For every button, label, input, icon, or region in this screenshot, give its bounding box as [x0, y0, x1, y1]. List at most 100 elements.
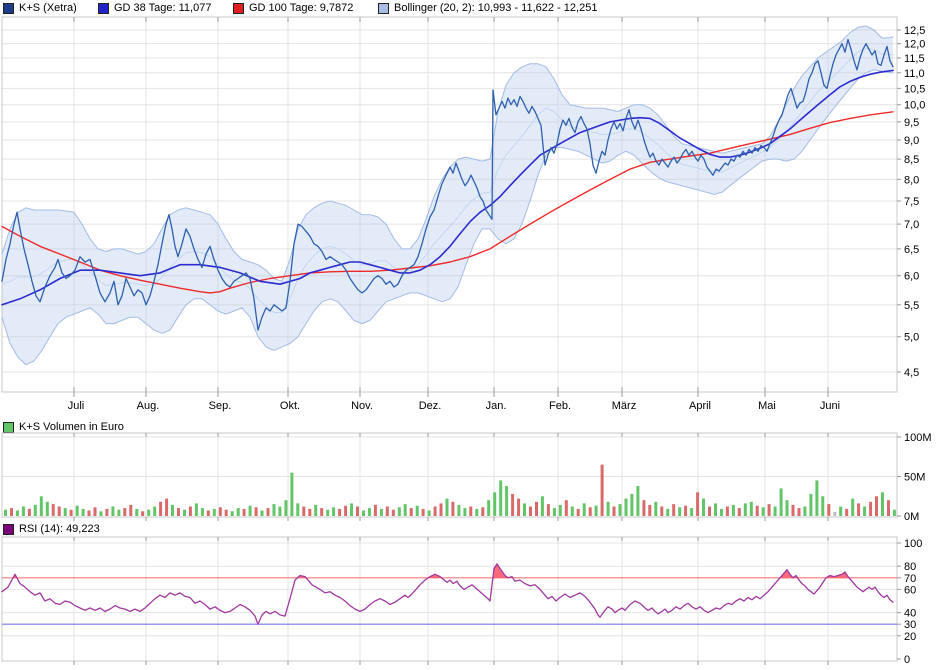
- volume-bar: [230, 511, 234, 516]
- price-axis-label: 6,5: [904, 244, 919, 256]
- volume-bar: [708, 506, 711, 516]
- legend-label-gd100: GD 100 Tage: 9,7872: [249, 2, 354, 14]
- volume-bar: [332, 507, 336, 516]
- price-line: [1, 38, 894, 331]
- volume-bar: [779, 488, 783, 516]
- month-axis-label: Jan.: [486, 400, 507, 412]
- main-price-panel: 12,5 12,0 11,5 11,0 10,5 10,0 9,5 9,0 8,5 8,0 7,5 7…: [1, 16, 925, 412]
- volume-bar: [642, 500, 646, 516]
- volume-bar: [385, 506, 389, 516]
- volume-bar: [881, 492, 884, 516]
- volume-bar: [206, 510, 210, 516]
- price-axis-label: 11,0: [904, 68, 925, 80]
- bollinger-series-swatch-icon: [378, 2, 389, 14]
- price-axis-label: 12,0: [904, 39, 925, 51]
- volume-bar: [129, 504, 133, 516]
- volume-bar: [564, 500, 568, 516]
- volume-bar: [111, 506, 115, 516]
- volume-bar: [493, 492, 497, 516]
- legend-label-bollinger: Bollinger (20, 2): 10,993 - 11,622 - 12,…: [394, 2, 598, 14]
- volume-bar: [326, 509, 330, 516]
- volume-bar: [725, 506, 729, 516]
- volume-bar: [433, 506, 437, 516]
- volume-bar: [302, 506, 306, 516]
- volume-bar: [475, 508, 479, 516]
- legend-item-bollinger: Bollinger (20, 2): 10,993 - 11,622 - 12,…: [378, 2, 597, 14]
- main-plot-area[interactable]: [1, 16, 898, 393]
- volume-bar: [767, 504, 771, 516]
- volume-bar: [242, 508, 246, 516]
- volume-bar: [451, 501, 455, 516]
- month-axis-label: Sep.: [209, 400, 232, 412]
- month-axis-label: Aug.: [137, 400, 160, 412]
- volume-bar: [463, 508, 467, 516]
- volume-bar: [719, 508, 723, 516]
- legend-item-price: K+S (Xetra): [3, 2, 77, 14]
- volume-bar: [415, 505, 419, 516]
- volume-bar: [869, 501, 873, 516]
- volume-bar: [21, 506, 25, 516]
- volume-bar: [362, 510, 365, 516]
- volume-bar: [367, 508, 371, 516]
- volume-bar: [827, 504, 831, 516]
- rsi-axis-label: 100: [904, 538, 922, 550]
- legend-label-gd38: GD 38 Tage: 11,077: [114, 2, 212, 14]
- volume-bar: [290, 472, 294, 517]
- volume-bar: [857, 503, 861, 516]
- volume-bar: [803, 506, 807, 516]
- rsi-plot-area[interactable]: [1, 536, 898, 662]
- volume-bar: [558, 504, 562, 516]
- volume-bar: [517, 498, 521, 516]
- price-axis-label: 9,5: [904, 117, 919, 129]
- volume-bar: [141, 511, 145, 516]
- volume-bar: [373, 504, 377, 516]
- volume-bar: [314, 504, 318, 516]
- volume-bar: [773, 506, 777, 516]
- month-axis-label: Dez.: [419, 400, 442, 412]
- volume-bar: [33, 504, 37, 516]
- month-axis-label: April: [689, 400, 711, 412]
- volume-axis-label: 100M: [904, 432, 932, 444]
- volume-bar: [194, 503, 198, 516]
- month-axis-label: Juni: [820, 400, 840, 412]
- price-axis-label: 11,5: [904, 53, 925, 65]
- volume-bar: [469, 506, 473, 516]
- volume-bar: [99, 511, 103, 516]
- price-axis-label: 9,0: [904, 135, 919, 147]
- volume-bar: [785, 500, 789, 516]
- price-axis-label: 7,5: [904, 196, 919, 208]
- month-axis-label: Mai: [758, 400, 776, 412]
- volume-bar: [177, 508, 180, 516]
- price-axis-label: 6,0: [904, 271, 919, 283]
- volume-bar: [278, 506, 282, 516]
- volume-axis-label: 0M: [904, 511, 919, 523]
- legend-item-volume: K+S Volumen in Euro: [3, 421, 124, 433]
- volume-bar: [499, 480, 503, 516]
- rsi-series-swatch-icon: [3, 523, 14, 535]
- volume-bar: [200, 508, 204, 516]
- rsi-axis-label: 60: [904, 584, 916, 596]
- volume-bar: [27, 508, 31, 516]
- volume-bar: [648, 504, 652, 516]
- volume-bar: [284, 500, 288, 516]
- rsi-overbought-fill: [428, 574, 442, 578]
- volume-bar: [212, 508, 216, 516]
- gd38-line: [1, 69, 894, 306]
- rsi-axis-label: 0: [904, 654, 910, 666]
- volume-plot-area[interactable]: [1, 432, 898, 518]
- volume-bar: [45, 501, 49, 516]
- volume-series-swatch-icon: [3, 421, 14, 433]
- volume-bar: [188, 506, 192, 516]
- volume-bar: [105, 508, 109, 516]
- volume-bar: [75, 505, 79, 516]
- volume-bar: [702, 498, 705, 516]
- price-axis-label: 8,0: [904, 174, 919, 186]
- bollinger-middle-line: [1, 48, 894, 313]
- volume-bar: [582, 503, 586, 516]
- volume-bar: [409, 508, 413, 516]
- rsi-axis-label: 80: [904, 561, 916, 573]
- volume-bar: [135, 508, 139, 516]
- price-axis-label: 8,5: [904, 154, 919, 166]
- volume-bar: [690, 508, 694, 516]
